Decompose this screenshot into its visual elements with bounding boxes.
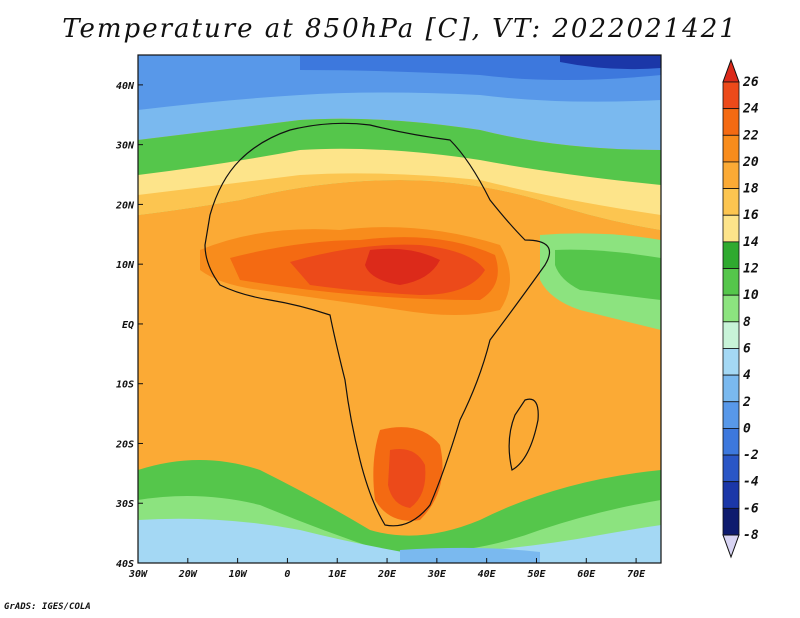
colorbar-level-label: -2: [743, 448, 759, 463]
lat-tick-label: 20N: [115, 200, 135, 211]
colorbar-segment: [722, 241, 740, 269]
colorbar-segment: [722, 481, 740, 509]
colorbar-level-label: 24: [742, 102, 759, 117]
colorbar-segment: [722, 214, 740, 243]
colorbar-level-label: -8: [743, 528, 759, 543]
colorbar-top-arrow: [722, 58, 740, 83]
lon-tick-label: 60E: [577, 569, 596, 580]
colorbar-segment: [722, 428, 740, 456]
lat-tick-label: 10N: [116, 260, 135, 271]
colorbar-segment: [722, 161, 740, 189]
colorbar-level-label: 4: [743, 368, 751, 383]
colorbar-segment: [722, 188, 740, 216]
lat-tick-label: 30N: [115, 141, 135, 152]
colorbar-segment: [722, 374, 740, 403]
colorbar-level-label: 6: [743, 341, 751, 356]
lat-tick-label: 40S: [116, 559, 134, 570]
colorbar-segment: [722, 348, 740, 376]
lat-tick-label: EQ: [122, 320, 134, 331]
colorbar-level-label: 8: [743, 315, 751, 330]
colorbar-level-label: -6: [743, 501, 759, 516]
colorbar-level-label: 16: [743, 208, 759, 223]
africa-coastline: [204, 122, 550, 527]
plot-frame: [137, 54, 662, 564]
lon-tick-label: 20E: [377, 569, 397, 580]
axis-labels: 30W 20W 10W 0 10E 20E 30E 40E 50E 60E 70E 40N 30N 20N…: [115, 81, 646, 580]
lon-tick-label: 30W: [128, 569, 148, 580]
lat-tick-label: 40N: [116, 81, 135, 92]
lat-tick-label: 10S: [116, 380, 134, 391]
colorbar-level-label: 2: [742, 395, 751, 410]
lon-tick-label: 10E: [328, 569, 347, 580]
colorbar-segment: [722, 268, 740, 296]
colorbar-level-label: 14: [743, 235, 759, 250]
lon-tick-label: 20W: [178, 569, 198, 580]
colorbar-level-label: 20: [742, 155, 759, 170]
colorbar-level-label: 22: [742, 128, 759, 143]
lon-tick-label: 10W: [229, 569, 248, 580]
lon-tick-label: 0: [284, 569, 290, 580]
colorbar-level-label: 12: [743, 262, 759, 277]
colorbar-level-label: 0: [743, 421, 751, 436]
temperature-field: [138, 55, 661, 563]
grads-credit: GrADS: IGES/COLA: [4, 602, 91, 612]
colorbar-segment: [722, 108, 740, 136]
lat-tick-label: 30S: [115, 499, 134, 510]
colorbar-segment: [722, 134, 740, 163]
colorbar-level-label: 26: [742, 75, 759, 90]
colorbar-segment: [722, 294, 740, 323]
colorbar-segment: [722, 454, 740, 483]
colorbar-segment: [722, 81, 740, 110]
colorbar-segment: [722, 401, 740, 429]
colorbar-segment: [722, 507, 740, 536]
map-title: Temperature at 850hPa [C], VT: 202202142…: [62, 14, 738, 44]
colorbar-bottom-arrow: [722, 534, 740, 559]
lat-tick-label: 20S: [115, 439, 134, 450]
colorbar-level-label: 10: [743, 288, 759, 303]
colorbar-level-label: 18: [743, 182, 759, 197]
lon-tick-label: 50E: [527, 569, 546, 580]
lon-tick-label: 40E: [478, 569, 497, 580]
colorbar-segment: [722, 321, 740, 349]
colorbar-level-label: -4: [743, 475, 759, 490]
lon-tick-label: 30E: [427, 569, 447, 580]
lon-tick-label: 70E: [627, 569, 646, 580]
